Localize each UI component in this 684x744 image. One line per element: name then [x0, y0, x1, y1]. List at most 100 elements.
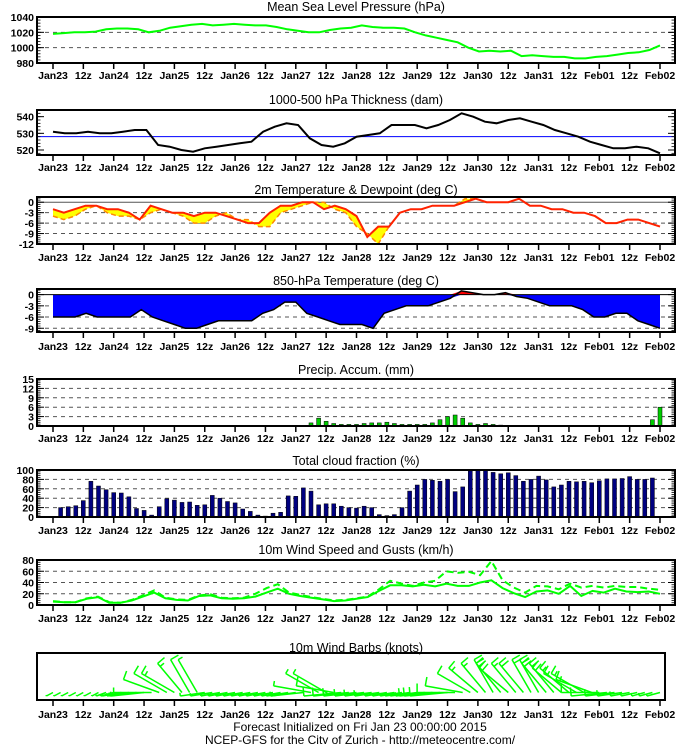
- wind-barb: [177, 656, 198, 693]
- wind-barb-feather: [99, 694, 102, 697]
- footer-source: NCEP-GFS for the City of Zurich - http:/…: [205, 733, 516, 744]
- x-tick-label: 12z: [196, 433, 213, 445]
- wind-barb: [75, 691, 84, 697]
- wind-barb: [222, 691, 243, 697]
- wind-barb-feather: [531, 660, 539, 669]
- x-tick-label: 12z: [500, 341, 517, 353]
- wind-barb-staff: [133, 672, 168, 694]
- x-tick-label: Jan25: [160, 162, 190, 174]
- y-tick-label: 60: [22, 484, 34, 496]
- x-tick-label: Feb02: [645, 525, 676, 537]
- wind-barb: [531, 660, 562, 694]
- x-tick-label: Jan29: [402, 341, 432, 353]
- wind-barb-feather: [569, 687, 572, 697]
- wind-barb-feather: [555, 670, 560, 680]
- bar: [240, 508, 245, 518]
- wind-barb-feather: [363, 692, 366, 697]
- wind-barb: [343, 689, 372, 697]
- wind-barb: [237, 691, 259, 697]
- wind-barb-staff: [571, 691, 607, 697]
- x-tick-label: 12z: [500, 613, 517, 625]
- x-tick-label: Feb01: [584, 525, 615, 537]
- wind-barb: [448, 660, 479, 694]
- plot-frame: [36, 16, 676, 64]
- x-tick-label: 12z: [318, 70, 335, 82]
- wind-barb-staff: [555, 678, 592, 694]
- x-tick-label: 12z: [136, 162, 153, 174]
- panel-thickness: 1000-500 hPa Thickness (dam) 520 530 540 Jan…: [16, 93, 676, 174]
- y-tick-label: 20: [22, 503, 34, 515]
- bar: [210, 495, 215, 518]
- wind-barb-staff: [621, 691, 638, 697]
- x-tick-label: Jan24: [99, 525, 129, 537]
- x-tick-label: 12z: [196, 162, 213, 174]
- wind-barb-feather: [295, 676, 299, 687]
- wind-barb-staff: [91, 691, 99, 697]
- bar: [513, 475, 519, 518]
- panel-title: 10m Wind Speed and Gusts (km/h): [258, 543, 453, 557]
- x-tick-label: 12z: [136, 252, 153, 264]
- wind-barb-feather: [475, 657, 484, 664]
- wind-barb-staff: [208, 691, 228, 697]
- wind-barb-feather: [645, 694, 648, 697]
- x-tick-label: Jan30: [463, 613, 493, 625]
- x-tick-label: Jan23: [38, 70, 68, 82]
- bar: [634, 479, 640, 518]
- wind-barb-feather: [490, 657, 499, 664]
- y-tick-label: 20: [22, 589, 34, 601]
- wind-barb-staff: [200, 691, 221, 697]
- x-tick-label: 12z: [75, 252, 92, 264]
- wind-barb-staff: [334, 691, 365, 697]
- wind-barb-feather: [333, 689, 336, 697]
- wind-barb-feather: [222, 693, 225, 697]
- wind-barb-feather: [302, 687, 305, 697]
- wind-barb-feather: [424, 676, 428, 687]
- x-tick-label: Jan31: [524, 433, 554, 445]
- wind-barb: [68, 691, 77, 697]
- y-tick-label: 1020: [11, 27, 35, 39]
- wind-barb-staff: [246, 691, 266, 697]
- wind-barb-staff: [46, 691, 54, 697]
- x-tick-label: Jan26: [220, 70, 250, 82]
- wind-barb-feather: [108, 692, 111, 697]
- y-tick-label: 0: [28, 600, 34, 612]
- bar: [521, 481, 526, 518]
- bar: [612, 478, 617, 518]
- x-tick-label: Feb01: [584, 70, 615, 82]
- wind-barb: [122, 670, 160, 694]
- bar: [346, 507, 352, 518]
- wind-barb-staff: [425, 685, 463, 694]
- y-tick-label: 540: [16, 112, 34, 124]
- x-tick-label: Feb02: [645, 613, 676, 625]
- wind-barb-feather: [311, 687, 314, 697]
- wind-barb-feather: [177, 656, 183, 661]
- wind-barb-feather: [511, 654, 521, 661]
- wind-barb-staff: [364, 691, 388, 697]
- x-tick-label: Jan30: [463, 709, 493, 721]
- x-tick-label: Jan29: [402, 613, 432, 625]
- x-tick-label: Jan31: [524, 341, 554, 353]
- bar: [361, 505, 367, 518]
- series-line-wind-speed: [52, 579, 661, 604]
- bar: [308, 490, 314, 518]
- x-tick-label: Jan25: [160, 252, 190, 264]
- wind-barb-feather: [519, 654, 528, 661]
- wind-barb-feather: [451, 666, 456, 672]
- x-tick-label: 12z: [560, 162, 577, 174]
- wind-barb: [490, 657, 517, 693]
- wind-barb-feather: [460, 657, 469, 664]
- x-tick-label: 12z: [500, 252, 517, 264]
- bar: [543, 479, 549, 518]
- wind-barb: [518, 654, 540, 693]
- x-tick-label: 12z: [318, 252, 335, 264]
- wind-barb-feather: [436, 665, 443, 674]
- wind-barb-staff: [437, 672, 471, 694]
- wind-barb-staff: [238, 691, 259, 697]
- wind-barb: [498, 657, 524, 693]
- x-tick-label: Jan27: [281, 252, 311, 264]
- y-tick-label: 100: [16, 465, 34, 477]
- bar: [81, 500, 86, 518]
- x-tick-label: Jan24: [99, 433, 129, 445]
- x-tick-label: Jan27: [281, 433, 311, 445]
- bar: [475, 470, 481, 518]
